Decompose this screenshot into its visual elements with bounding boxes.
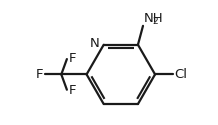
Text: F: F <box>68 84 76 97</box>
Text: Cl: Cl <box>174 68 187 81</box>
Text: F: F <box>68 52 76 65</box>
Text: F: F <box>36 68 43 81</box>
Text: NH: NH <box>144 12 164 25</box>
Text: 2: 2 <box>152 17 158 26</box>
Text: N: N <box>90 37 100 50</box>
